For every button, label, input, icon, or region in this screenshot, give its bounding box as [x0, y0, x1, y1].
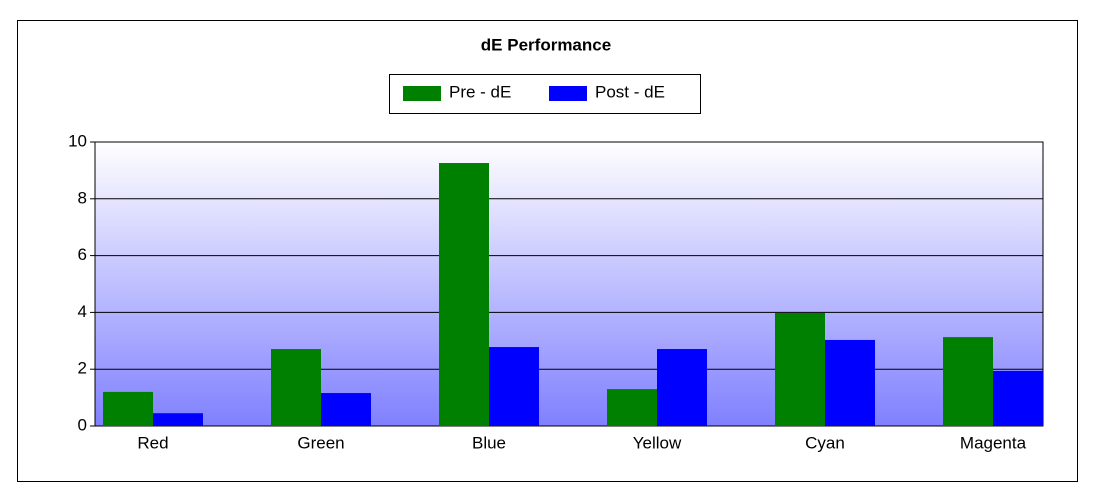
x-tick-label: Green	[297, 433, 344, 452]
bar	[657, 349, 707, 426]
y-tick-label: 6	[78, 245, 87, 264]
bar	[489, 347, 539, 426]
y-tick-label: 0	[78, 415, 87, 434]
y-tick-label: 10	[68, 131, 87, 150]
plot-area	[94, 141, 1044, 427]
legend-box	[389, 74, 701, 114]
legend-label: Pre - dE	[449, 82, 511, 101]
legend-swatch	[403, 86, 441, 101]
bar	[607, 389, 657, 426]
bar	[321, 393, 371, 426]
bar	[825, 339, 875, 426]
bar	[993, 370, 1043, 426]
bar	[153, 413, 203, 426]
x-tick-label: Cyan	[805, 433, 845, 452]
legend-swatch	[549, 86, 587, 101]
bar	[775, 312, 825, 426]
x-tick-label: Magenta	[960, 433, 1027, 452]
legend-label: Post - dE	[595, 82, 665, 101]
x-tick-label: Red	[137, 433, 168, 452]
y-tick-label: 4	[78, 302, 87, 321]
x-tick-label: Blue	[472, 433, 506, 452]
bar	[271, 349, 321, 426]
bar	[103, 391, 153, 426]
y-tick-label: 2	[78, 359, 87, 378]
bar	[943, 337, 993, 426]
x-tick-label: Yellow	[633, 433, 682, 452]
bar	[439, 163, 489, 427]
chart-title: dE Performance	[481, 35, 611, 54]
y-tick-label: 8	[78, 188, 87, 207]
